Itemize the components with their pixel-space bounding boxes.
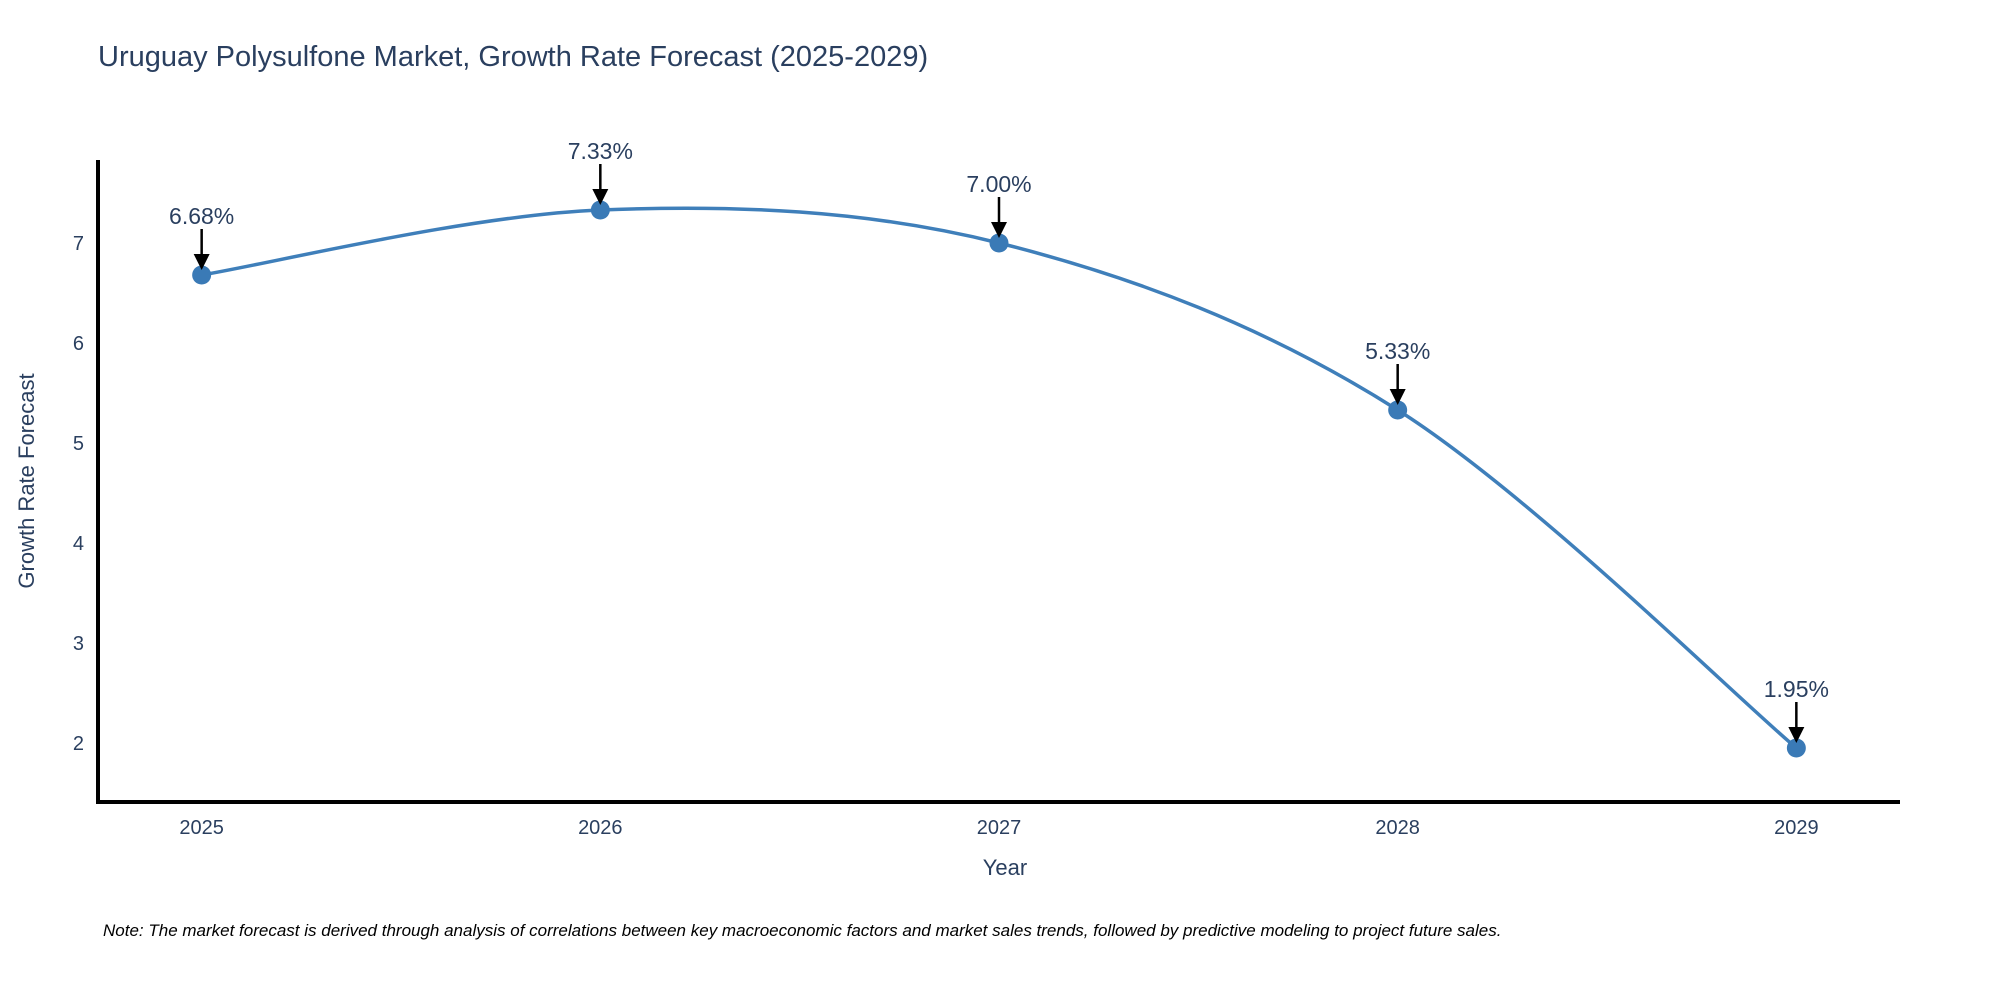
series-line [199, 206, 1799, 750]
axis-lines [96, 160, 1900, 804]
x-tick-label: 2026 [578, 817, 623, 839]
point-annotation-label: 7.33% [568, 138, 633, 164]
data-point-marker[interactable] [1786, 738, 1806, 758]
data-point-marker[interactable] [192, 265, 212, 285]
annotation-arrow-head [592, 189, 609, 205]
y-tick-label: 3 [73, 633, 84, 655]
point-annotation-label: 1.95% [1764, 676, 1829, 702]
x-axis-title: Year [983, 855, 1027, 880]
chart-title: Uruguay Polysulfone Market, Growth Rate … [98, 41, 928, 73]
data-point-marker[interactable] [989, 233, 1009, 253]
x-tick-label: 2029 [1774, 817, 1819, 839]
y-axis-title: Growth Rate Forecast [14, 373, 39, 588]
y-tick-label: 5 [73, 433, 84, 455]
y-tick-label: 4 [73, 533, 84, 555]
point-annotation-label: 5.33% [1365, 338, 1430, 364]
chart-footnote: Note: The market forecast is derived thr… [103, 921, 1501, 940]
annotation-arrow-head [193, 254, 210, 270]
x-tick-label: 2025 [179, 817, 224, 839]
annotation-arrow-head [1788, 727, 1805, 743]
annotation-arrow-head [1389, 389, 1406, 405]
point-annotation-label: 6.68% [169, 203, 234, 229]
y-tick-label: 6 [73, 333, 84, 355]
x-tick-label: 2028 [1375, 817, 1420, 839]
annotation-arrow-head [991, 222, 1007, 238]
y-tick-label: 2 [73, 733, 84, 755]
x-tick-label: 2027 [977, 817, 1022, 839]
y-tick-label: 7 [73, 233, 84, 255]
point-annotation-label: 7.00% [966, 171, 1031, 197]
data-point-marker[interactable] [1388, 400, 1408, 420]
plot-area: 2025 2026 2027 2028 2029 2 3 4 5 6 7 6.68% 7.33% 7.00… [73, 138, 1900, 839]
data-point-marker[interactable] [590, 200, 610, 220]
